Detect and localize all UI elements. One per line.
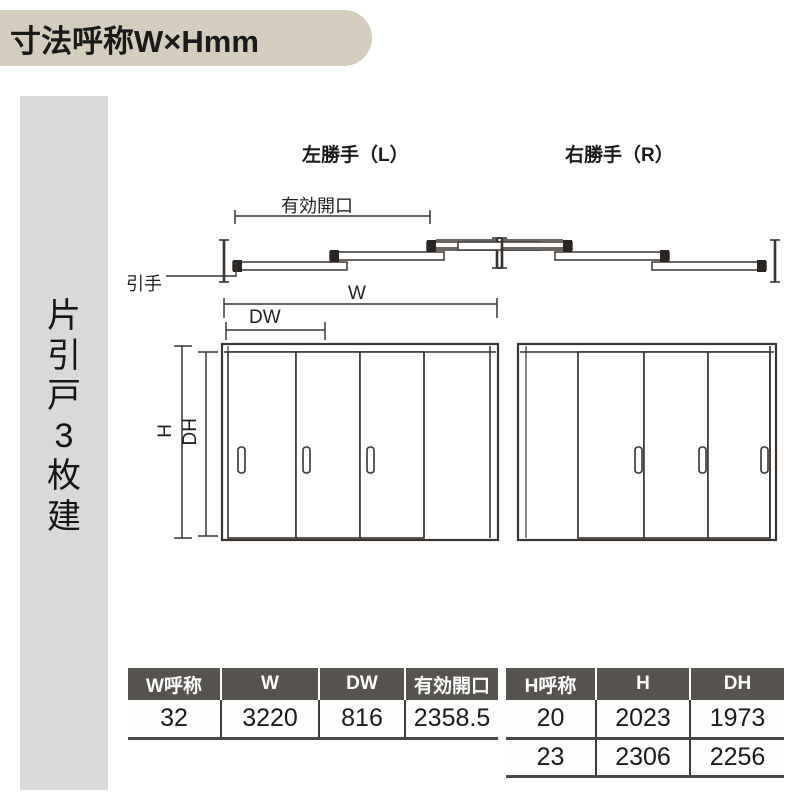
width-spec-table: W呼称 W DW 有効開口 32 3220 816 2358.5: [128, 668, 498, 740]
column-header-dw: DW: [318, 668, 406, 700]
plan-view-left: [166, 237, 542, 283]
plan-view-right: [457, 237, 780, 283]
header-banner: 寸法呼称W×Hmm: [0, 10, 372, 66]
table-row: 20 2023 1973: [506, 700, 784, 740]
elevation-view-right: [516, 342, 778, 542]
cell-w: 3220: [220, 700, 320, 740]
sidebar-label-char-5: 建: [47, 497, 81, 536]
cell-dw: 816: [318, 700, 406, 740]
column-header-w-nominal: W呼称: [128, 668, 222, 700]
dimension-label-dh: DH: [180, 418, 201, 446]
callout-label-pull-handle: 引手: [126, 274, 162, 294]
sidebar-category-panel: 片 引 戸 3 枚 建: [20, 96, 108, 790]
view-title-right-hand: 右勝手（R）: [565, 145, 674, 166]
table-header-row: W呼称 W DW 有効開口: [128, 668, 498, 700]
sidebar-label-char-4: 枚: [47, 457, 81, 496]
sidebar-label-char-2: 戸: [47, 377, 81, 416]
height-spec-table: H呼称 H DH 20 2023 1973 23 2306 2256: [506, 668, 784, 778]
dimension-label-dw: DW: [249, 307, 281, 328]
sidebar-label-char-3: 3: [54, 417, 74, 456]
dimension-label-w: W: [348, 283, 366, 304]
cell-dh: 1973: [689, 700, 784, 740]
column-header-dh: DH: [689, 668, 784, 700]
table-row: 23 2306 2256: [506, 738, 784, 778]
table-header-row: H呼称 H DH: [506, 668, 784, 700]
sidebar-vertical-label: 片 引 戸 3 枚 建: [20, 296, 108, 537]
view-title-left-hand: 左勝手（L）: [302, 145, 409, 166]
page-title: 寸法呼称W×Hmm: [10, 23, 259, 59]
cell-h: 2306: [595, 738, 691, 778]
cell-h-nominal: 23: [506, 738, 597, 778]
column-header-effective-opening: 有効開口: [404, 668, 498, 700]
column-header-w: W: [220, 668, 320, 700]
elevation-view-left: [220, 342, 500, 542]
cell-h: 2023: [595, 700, 691, 740]
sidebar-label-char-1: 引: [47, 337, 81, 376]
dimension-label-effective-opening: 有効開口: [281, 196, 353, 216]
column-header-h: H: [595, 668, 691, 700]
cell-h-nominal: 20: [506, 700, 597, 740]
table-row: 32 3220 816 2358.5: [128, 700, 498, 740]
sidebar-label-char-0: 片: [47, 297, 81, 335]
cell-dh: 2256: [689, 738, 784, 778]
column-header-h-nominal: H呼称: [506, 668, 597, 700]
cell-w-nominal: 32: [128, 700, 222, 740]
cell-effective-opening: 2358.5: [404, 700, 498, 740]
dimension-label-h: H: [155, 424, 176, 438]
